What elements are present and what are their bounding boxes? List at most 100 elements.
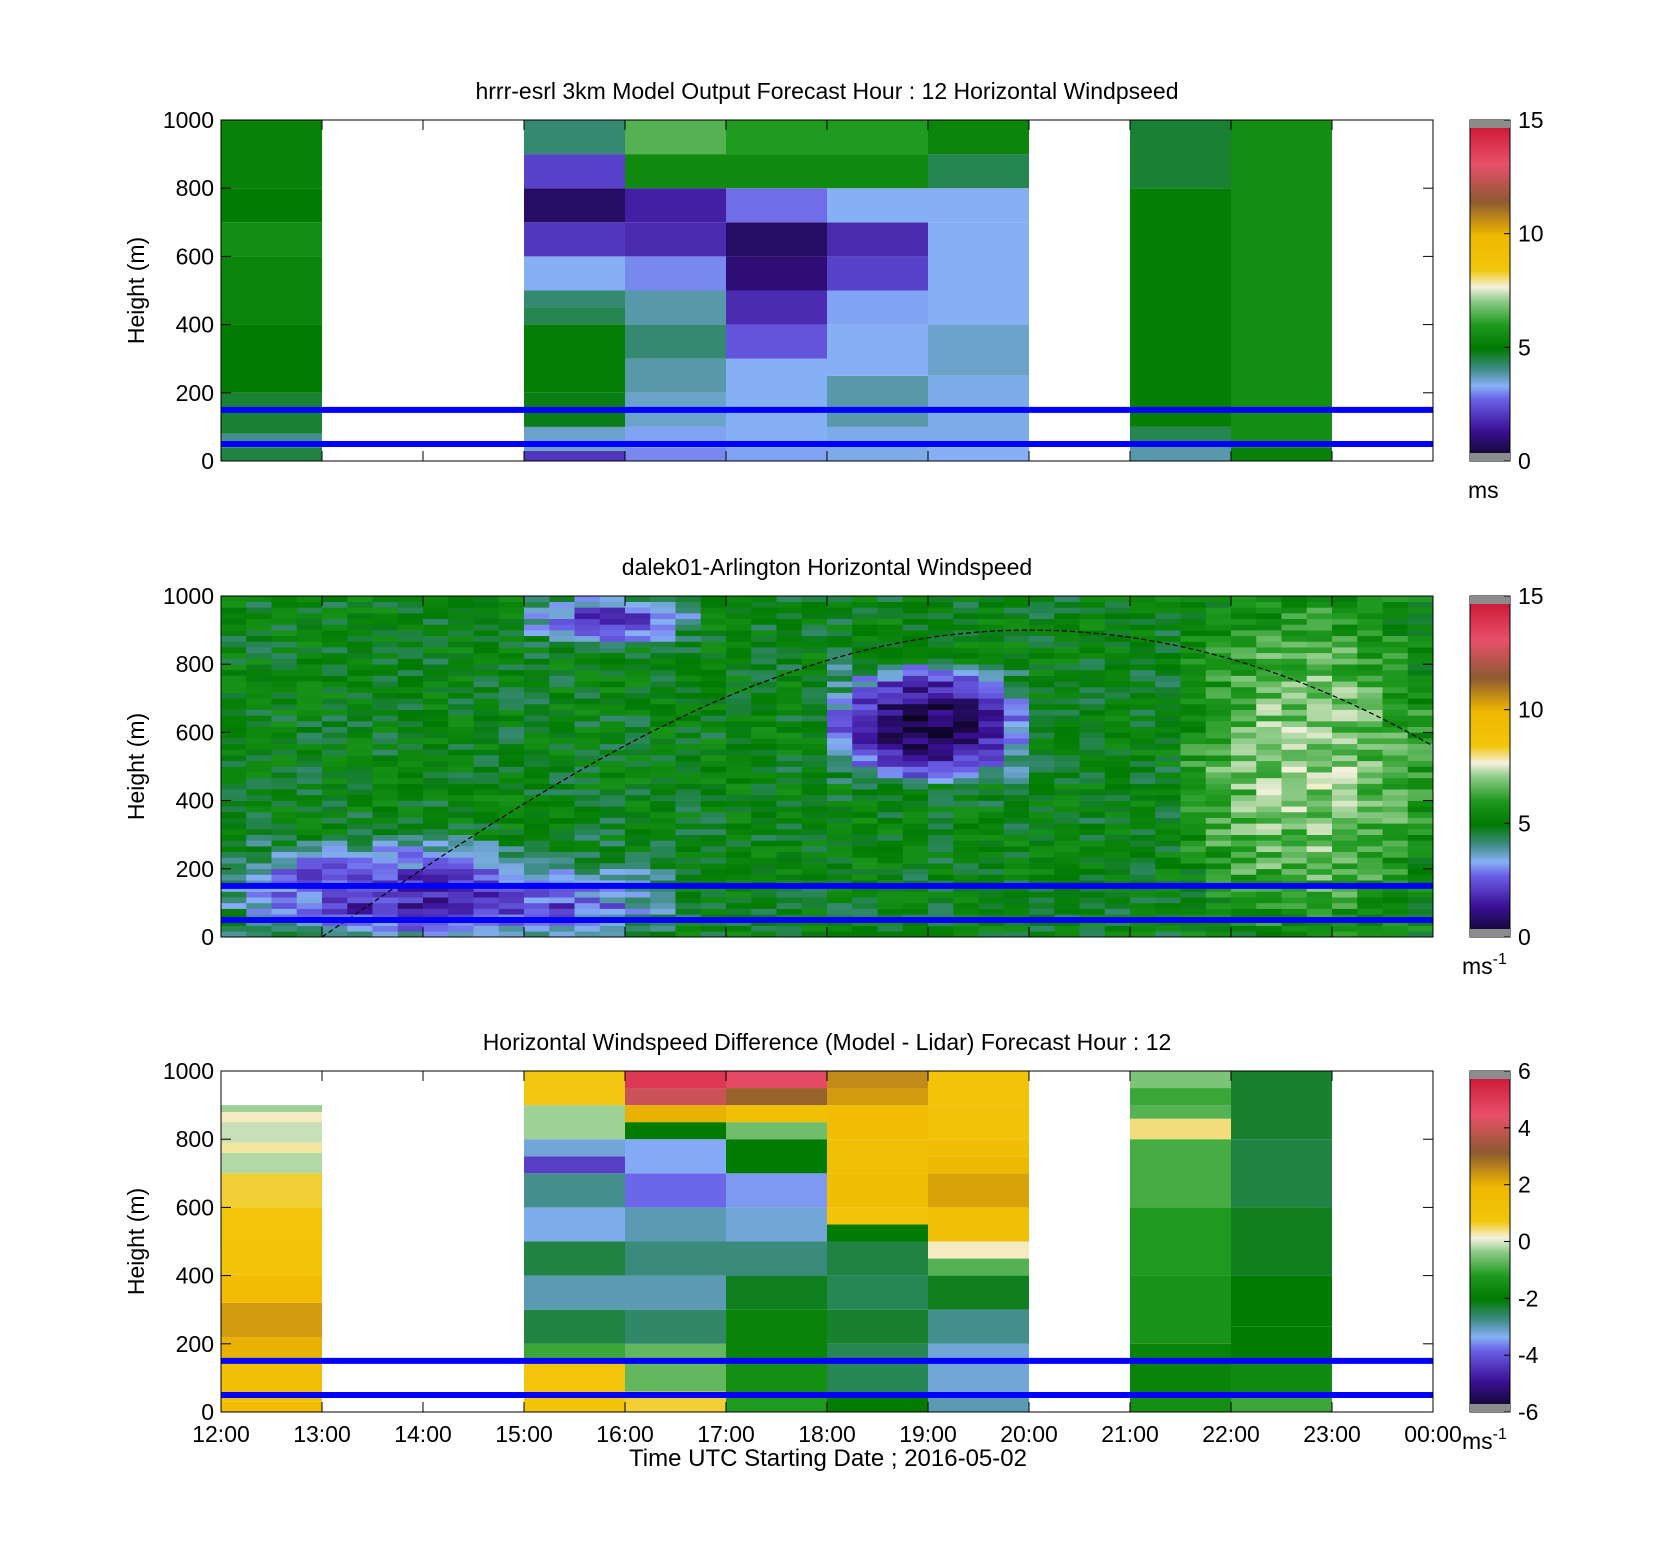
heatmap-cell <box>448 800 474 807</box>
heatmap-cell <box>902 675 929 682</box>
heatmap-cell <box>827 681 853 688</box>
heatmap-cell <box>372 726 399 733</box>
heatmap-cell <box>498 738 525 745</box>
heatmap-cell <box>347 800 373 807</box>
heatmap-cell <box>524 840 550 847</box>
heatmap-cell <box>1130 925 1156 932</box>
heatmap-cell <box>1205 783 1232 790</box>
heatmap-cell <box>1029 613 1055 620</box>
heatmap-cell <box>1281 755 1308 762</box>
heatmap-cell <box>1332 931 1358 938</box>
heatmap-cell <box>423 692 449 699</box>
heatmap-cell <box>549 652 575 659</box>
heatmap-cell <box>1029 618 1055 625</box>
heatmap-cell <box>852 749 878 756</box>
heatmap-cell <box>1407 851 1434 858</box>
heatmap-cell <box>271 749 298 756</box>
heatmap-cell <box>221 641 247 648</box>
heatmap-cell <box>1306 823 1333 830</box>
heatmap-cell <box>347 811 373 818</box>
heatmap-cell <box>448 601 474 608</box>
heatmap-cell <box>1256 664 1282 671</box>
colorbar-tick-label: 10 <box>1518 221 1544 247</box>
heatmap-cell <box>372 846 399 853</box>
heatmap-cell <box>448 743 474 750</box>
heatmap-cell <box>1256 857 1282 864</box>
heatmap-cell <box>978 681 1005 688</box>
heatmap-cell <box>1231 738 1257 745</box>
heatmap-cell <box>827 613 853 620</box>
heatmap-cell <box>296 794 323 801</box>
heatmap-cell <box>1029 630 1055 637</box>
heatmap-cell <box>1180 783 1207 790</box>
heatmap-cell <box>1155 613 1181 620</box>
heatmap-cell <box>574 613 601 620</box>
heatmap-cell <box>524 721 550 728</box>
heatmap-cell <box>751 783 777 790</box>
heatmap-cell <box>1130 613 1156 620</box>
heatmap-cell <box>928 743 954 750</box>
heatmap-cell <box>296 811 323 818</box>
heatmap-cell <box>599 721 626 728</box>
heatmap-cell <box>953 613 979 620</box>
heatmap-cell <box>1003 857 1030 864</box>
heatmap-cell <box>271 726 298 733</box>
heatmap-cell <box>296 931 323 938</box>
heatmap-cell <box>625 698 651 705</box>
heatmap-cell <box>372 783 399 790</box>
heatmap-cell <box>1029 692 1055 699</box>
heatmap-cell <box>776 823 803 830</box>
heatmap-cell <box>271 857 298 864</box>
heatmap-cell <box>549 601 575 608</box>
heatmap-cell <box>700 732 727 739</box>
heatmap-cell <box>675 641 702 648</box>
heatmap-cell <box>524 1360 625 1395</box>
heatmap-cell <box>1180 715 1207 722</box>
heatmap-cell <box>953 624 979 631</box>
heatmap-cell <box>1155 829 1181 835</box>
heatmap-cell <box>902 817 929 824</box>
heatmap-cell <box>322 692 348 699</box>
heatmap-cell <box>448 596 474 602</box>
heatmap-cell <box>1357 800 1383 807</box>
heatmap-cell <box>953 692 979 699</box>
heatmap-cell <box>473 709 500 716</box>
heatmap-cell <box>928 846 954 853</box>
heatmap-cell <box>1054 749 1080 756</box>
heatmap-cell <box>296 601 323 608</box>
heatmap-cell <box>625 851 651 858</box>
panel-3: Horizontal Windspeed Difference (Model -… <box>123 1029 1539 1454</box>
heatmap-cell <box>852 846 878 853</box>
heatmap-cell <box>953 686 979 693</box>
heatmap-cell <box>1104 908 1131 915</box>
x-tick-label: 22:00 <box>1202 1421 1260 1447</box>
heatmap-cell <box>1079 897 1106 904</box>
heatmap-cell <box>877 749 904 756</box>
heatmap-cell <box>1180 902 1207 909</box>
heatmap-cell <box>221 857 247 864</box>
heatmap-cell <box>423 823 449 830</box>
heatmap-cell <box>902 613 929 620</box>
heatmap-cell <box>675 834 702 841</box>
heatmap-cell <box>1054 840 1080 847</box>
heatmap-cell <box>1130 800 1156 807</box>
heatmap-cell <box>953 817 979 824</box>
heatmap-cell <box>1079 868 1106 875</box>
heatmap-cell <box>1332 669 1358 676</box>
heatmap-cell <box>1332 783 1358 790</box>
heatmap-cell <box>1281 840 1308 847</box>
heatmap-cell <box>1104 925 1131 932</box>
heatmap-cell <box>372 624 399 631</box>
heatmap-cell <box>1407 715 1434 722</box>
colorbar-tick-label: 0 <box>1518 924 1531 950</box>
heatmap-cell <box>1180 664 1207 671</box>
heatmap-cell <box>1003 811 1030 818</box>
heatmap-cell <box>1306 817 1333 824</box>
heatmap-cell <box>902 738 929 745</box>
heatmap-cell <box>1407 738 1434 745</box>
heatmap-cell <box>524 766 550 773</box>
heatmap-cell <box>1357 732 1383 739</box>
heatmap-cell <box>221 806 247 813</box>
heatmap-cell <box>473 857 500 864</box>
heatmap-cell <box>650 607 676 614</box>
